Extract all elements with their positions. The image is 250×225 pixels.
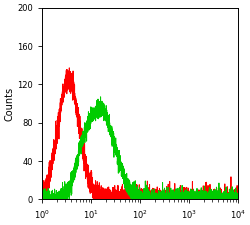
Y-axis label: Counts: Counts <box>4 86 14 121</box>
